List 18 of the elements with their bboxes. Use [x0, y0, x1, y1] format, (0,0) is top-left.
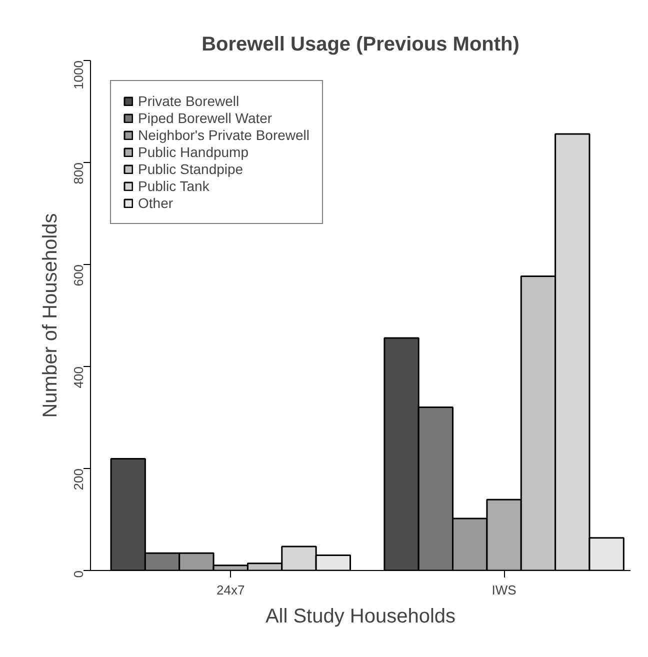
- legend-label: Private Borewell: [138, 93, 240, 109]
- y-tick-label: 400: [71, 366, 86, 388]
- legend-label: Piped Borewell Water: [138, 110, 272, 126]
- y-tick-label: 1000: [71, 60, 86, 90]
- legend-label: Other: [138, 195, 174, 211]
- y-tick-label: 800: [71, 162, 86, 184]
- legend-label: Public Tank: [138, 178, 210, 194]
- y-axis-title: Number of Households: [40, 213, 62, 418]
- legend-label: Public Handpump: [138, 144, 249, 160]
- chart-title: Borewell Usage (Previous Month): [202, 34, 520, 56]
- x-axis-title: All Study Households: [265, 606, 456, 628]
- y-tick-label: 200: [71, 468, 86, 490]
- x-tick-label: IWS: [492, 582, 517, 598]
- legend-label: Public Standpipe: [138, 161, 244, 177]
- x-tick-label: 24x7: [216, 582, 245, 598]
- y-tick-label: 0: [71, 570, 86, 578]
- legend-label: Neighbor's Private Borewell: [138, 127, 310, 143]
- y-tick-label: 600: [71, 264, 86, 286]
